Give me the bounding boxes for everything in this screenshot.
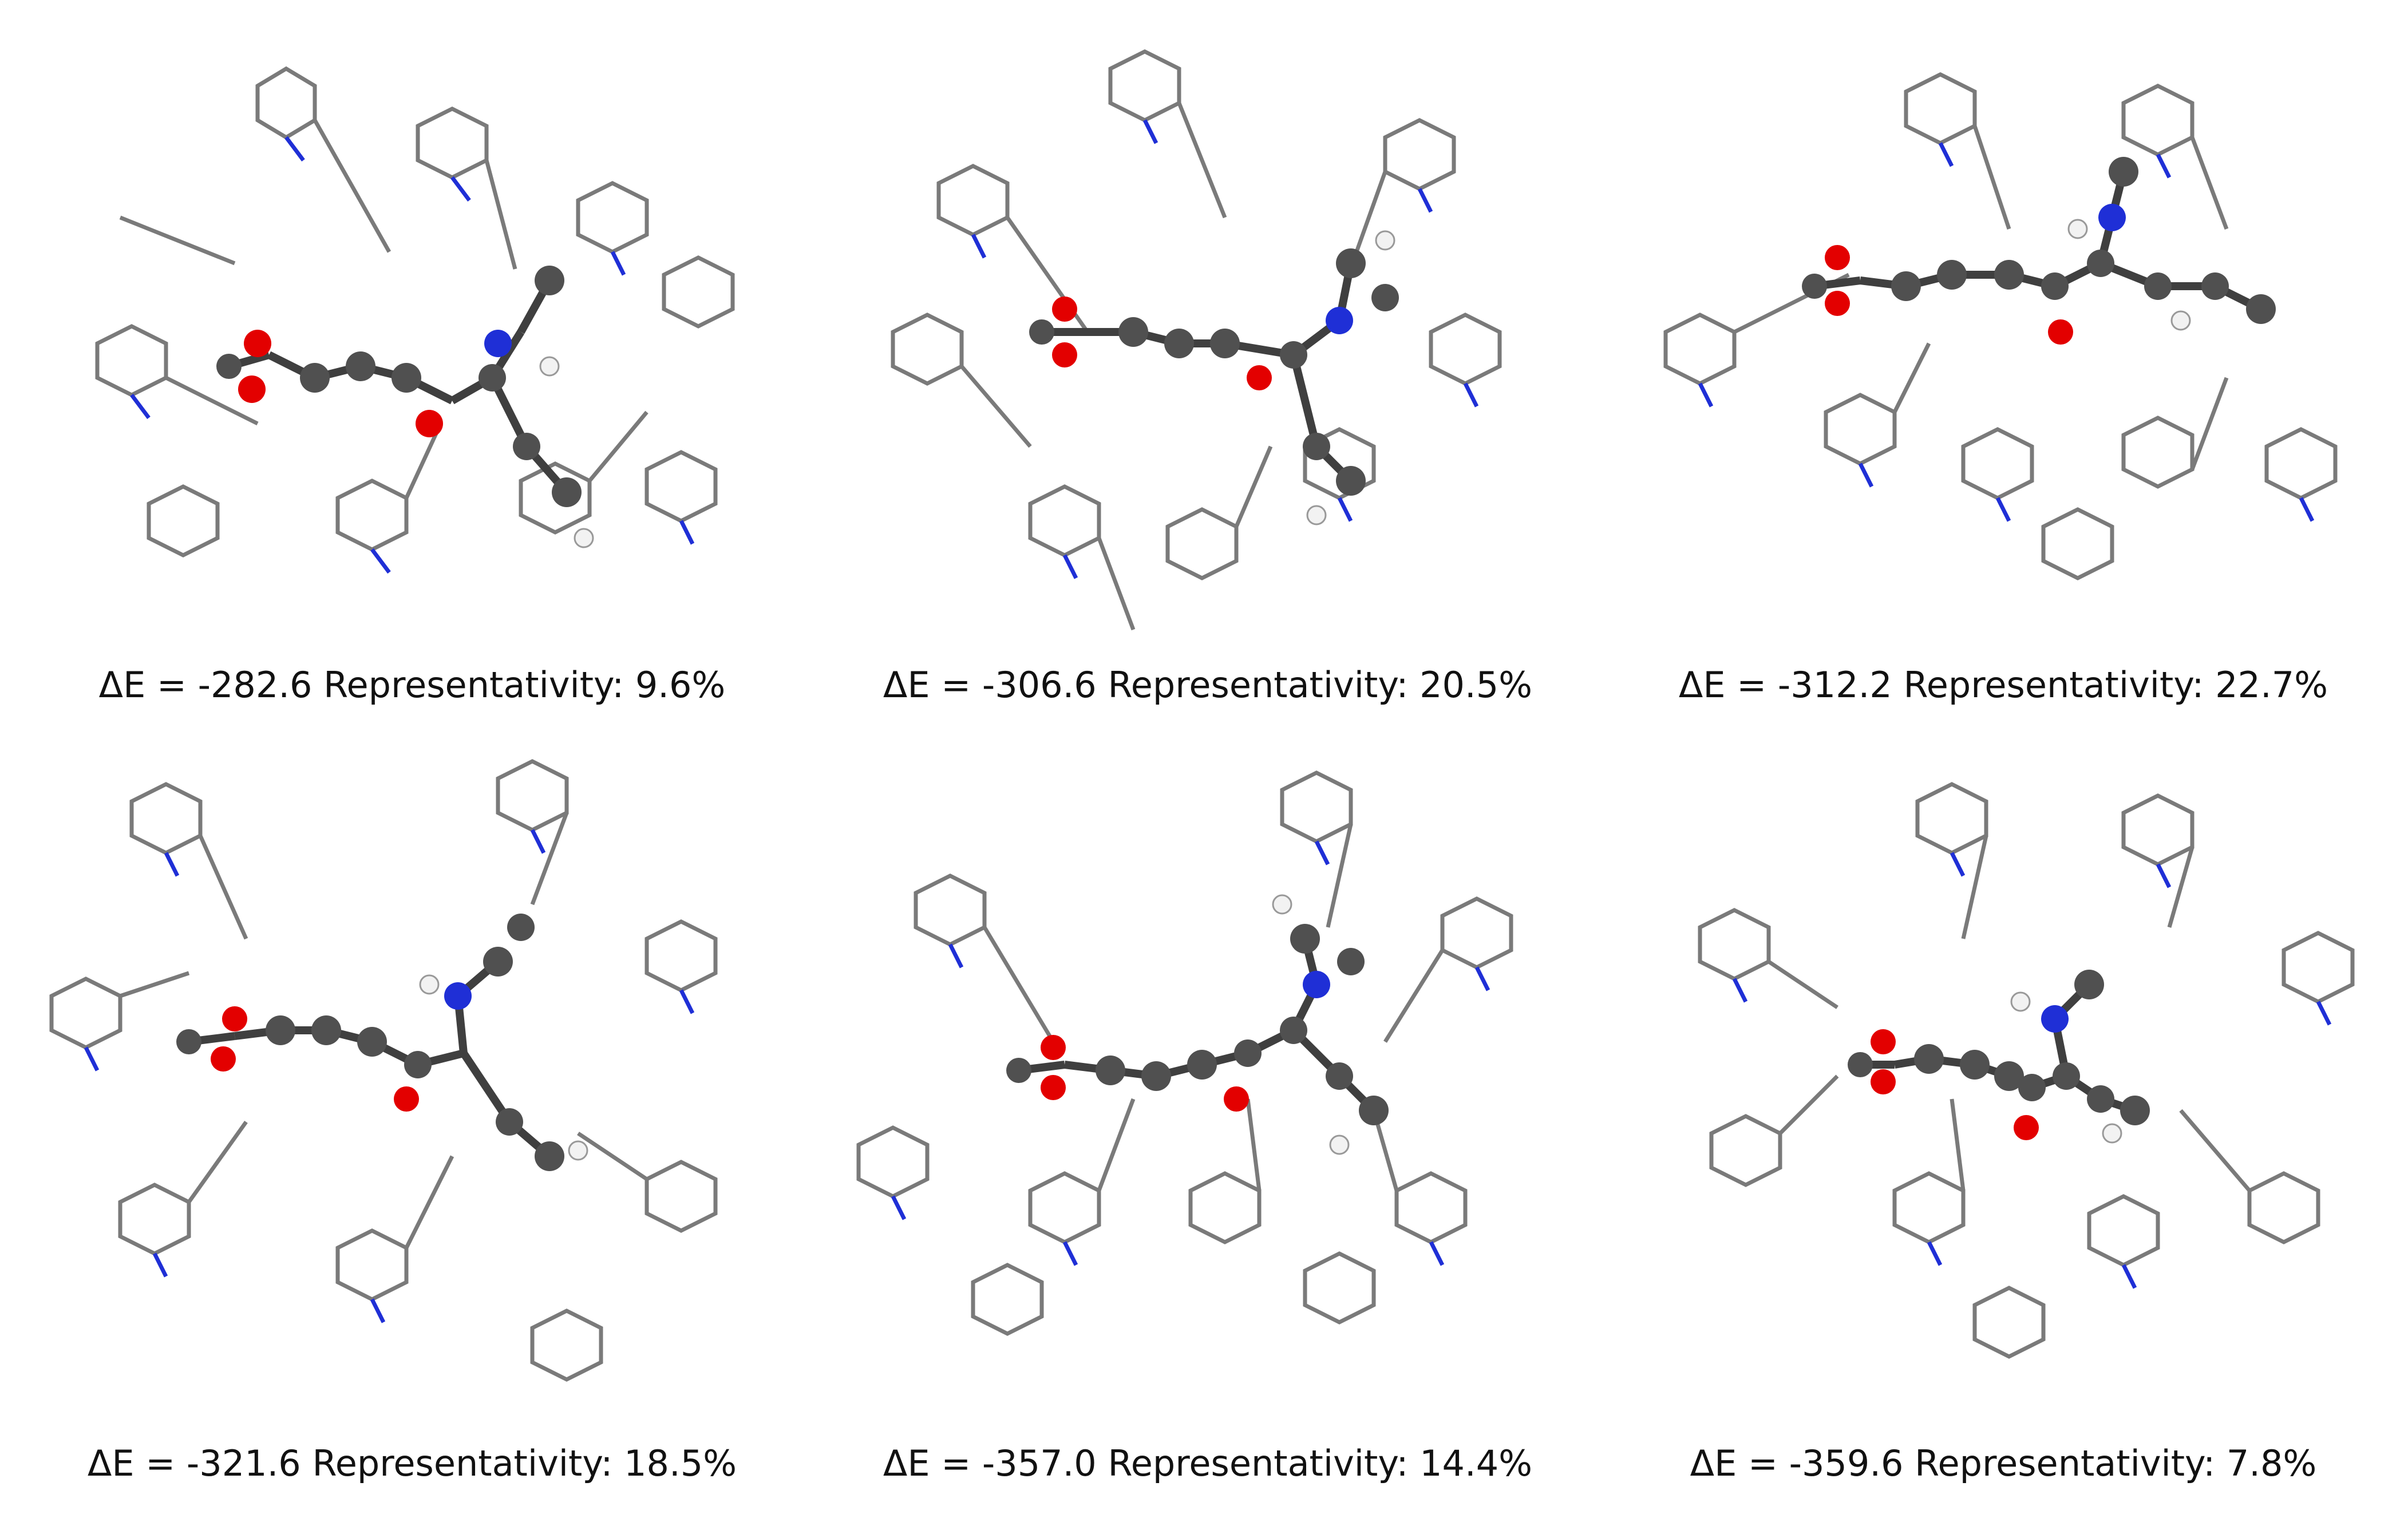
conformer-caption: ΔE = -321.6 Representativity: 18.5% bbox=[87, 1442, 737, 1484]
conformer-panel-3: ΔE = -312.2 Representativity: 22.7% bbox=[1608, 11, 2398, 750]
conformer-panel-4: ΔE = -321.6 Representativity: 18.5% bbox=[17, 756, 807, 1511]
molecular-structure-image bbox=[1698, 782, 2355, 1359]
conformer-caption: ΔE = -306.6 Representativity: 20.5% bbox=[883, 664, 1533, 706]
molecular-structure-image bbox=[49, 759, 718, 1382]
conformer-caption: ΔE = -282.6 Representativity: 9.6% bbox=[98, 664, 726, 706]
molecular-structure-image bbox=[1663, 72, 2338, 580]
conformer-panel-2: ΔE = -306.6 Representativity: 20.5% bbox=[813, 11, 1603, 750]
conformer-panel-6: ΔE = -359.6 Representativity: 7.8% bbox=[1608, 756, 2398, 1511]
conformer-panel-5: ΔE = -357.0 Representativity: 14.4% bbox=[813, 756, 1603, 1511]
conformer-panel-1: ΔE = -282.6 Representativity: 9.6% bbox=[17, 11, 807, 750]
molecular-structure-image bbox=[95, 66, 735, 574]
molecular-structure-image bbox=[891, 49, 1502, 631]
conformer-caption: ΔE = -359.6 Representativity: 7.8% bbox=[1690, 1442, 2317, 1484]
molecular-structure-image bbox=[856, 770, 1513, 1336]
conformer-caption: ΔE = -357.0 Representativity: 14.4% bbox=[883, 1442, 1533, 1484]
conformer-caption: ΔE = -312.2 Representativity: 22.7% bbox=[1678, 664, 2328, 706]
